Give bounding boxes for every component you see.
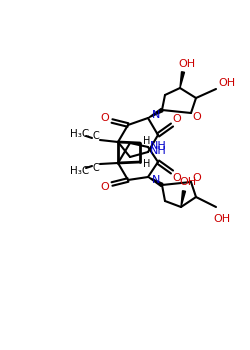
Text: OH: OH — [214, 214, 230, 224]
Text: O: O — [100, 182, 110, 192]
Text: H₃C: H₃C — [70, 129, 90, 139]
Polygon shape — [148, 108, 163, 118]
Polygon shape — [148, 177, 163, 187]
Text: C: C — [92, 163, 100, 173]
Text: O: O — [100, 113, 110, 123]
Text: NH: NH — [150, 146, 166, 156]
Text: O: O — [172, 173, 182, 183]
Text: H₃C: H₃C — [70, 166, 90, 176]
Text: OH: OH — [178, 59, 196, 69]
Text: NH: NH — [150, 141, 166, 151]
Text: OH: OH — [218, 78, 236, 88]
Text: C: C — [92, 131, 100, 141]
Text: OH: OH — [180, 177, 196, 187]
Text: N: N — [152, 110, 160, 120]
Text: O: O — [172, 114, 182, 124]
Text: H: H — [143, 159, 151, 169]
Text: O: O — [192, 173, 202, 183]
Text: H: H — [143, 136, 151, 146]
Text: N: N — [152, 175, 160, 185]
Polygon shape — [180, 72, 184, 88]
Polygon shape — [181, 191, 186, 207]
Text: O: O — [192, 112, 202, 122]
